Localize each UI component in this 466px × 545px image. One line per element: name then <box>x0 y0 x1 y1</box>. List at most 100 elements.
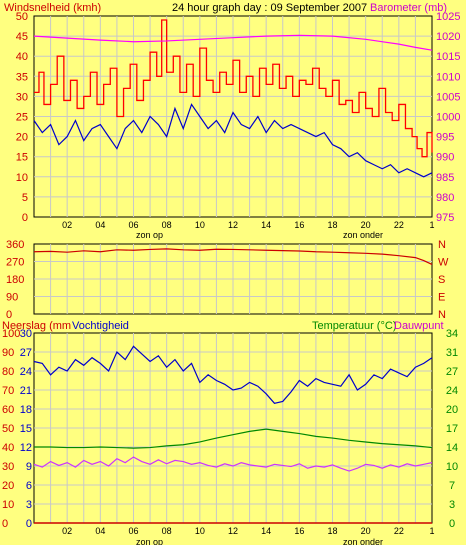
chart2-ytick-left: 0 <box>6 309 12 321</box>
chart3-ytick-humidity: 100 <box>2 328 20 340</box>
chart2-ytick-left: 180 <box>6 274 24 286</box>
chart2-ytick-left: 90 <box>6 292 18 304</box>
chart1-xtick: 22 <box>394 220 404 230</box>
chart3-ytick-humidity: 40 <box>2 442 14 454</box>
chart3-ytick-temp: 34 <box>446 328 458 340</box>
chart3-ytick-humidity: 70 <box>2 385 14 397</box>
chart1-ytick-left: 45 <box>16 31 28 43</box>
chart3-series-line <box>34 428 433 449</box>
chart1-xtick: 12 <box>228 220 238 230</box>
chart1-ytick-left: 25 <box>16 112 28 124</box>
chart1-ytick-right: 995 <box>436 132 454 144</box>
chart1-ytick-left: 20 <box>16 132 28 144</box>
chart3-xtick: 06 <box>128 526 138 536</box>
chart2-ytick-right: N <box>438 309 446 321</box>
chart1-annotation-zon-onder: zon onder <box>343 230 383 240</box>
chart2-ytick-left: 360 <box>6 239 24 251</box>
chart3-ytick-rain: 27 <box>20 347 32 359</box>
chart3-xtick: 08 <box>162 526 172 536</box>
chart3-ytick-humidity: 10 <box>2 499 14 511</box>
chart3-ytick-temp: 10 <box>446 461 458 473</box>
chart3-ytick-humidity: 90 <box>2 347 14 359</box>
chart3-ytick-humidity: 30 <box>2 461 14 473</box>
chart3-series-line <box>33 456 433 472</box>
chart1-series-line <box>33 34 433 51</box>
chart1-ytick-left: 5 <box>22 192 28 204</box>
chart3-series-line <box>33 345 433 404</box>
chart3-xtick: 20 <box>361 526 371 536</box>
chart3-ytick-rain: 9 <box>26 461 32 473</box>
chart1-title: 24 hour graph day : 09 September 2007 <box>172 2 367 14</box>
chart1-ytick-left: 35 <box>16 71 28 83</box>
chart3-ytick-temp: 17 <box>446 423 458 435</box>
chart3-ytick-humidity: 80 <box>2 366 14 378</box>
chart3-ytick-rain: 15 <box>20 423 32 435</box>
chart3-xtick: 04 <box>95 526 105 536</box>
chart3-xtick: 16 <box>294 526 304 536</box>
chart3-ytick-humidity: 20 <box>2 480 14 492</box>
chart1-ytick-right: 1020 <box>436 31 460 43</box>
chart1-ytick-left: 40 <box>16 51 28 63</box>
chart1-xtick: 06 <box>128 220 138 230</box>
chart1-xtick: 10 <box>195 220 205 230</box>
chart3-ylabel-dewpoint: Dauwpunt <box>394 320 444 332</box>
chart1-xtick: 18 <box>327 220 337 230</box>
chart3-annotation-zon-onder: zon onder <box>343 537 383 545</box>
chart3-ylabel-rain: Neerslag (mm <box>2 320 71 332</box>
chart1-ytick-left: 15 <box>16 152 28 164</box>
chart3-xtick: 18 <box>327 526 337 536</box>
chart3-ytick-temp: 7 <box>449 480 455 492</box>
chart1-ytick-left: 10 <box>16 172 28 184</box>
chart3-ytick-temp: 31 <box>446 347 458 359</box>
chart3-ylabel-humidity: Vochtigheid <box>72 320 129 332</box>
chart3-ytick-temp: 24 <box>446 385 458 397</box>
chart3-ytick-humidity: 60 <box>2 404 14 416</box>
chart1-ytick-right: 975 <box>436 212 454 224</box>
chart3-annotation-zon-op: zon op <box>136 537 163 545</box>
chart3-ytick-temp: 0 <box>449 518 455 530</box>
chart3-ytick-humidity: 50 <box>2 423 14 435</box>
chart2-ytick-right: N <box>438 239 446 251</box>
chart3-ytick-rain: 21 <box>20 385 32 397</box>
chart1-ytick-right: 1000 <box>436 112 460 124</box>
chart1-xtick: 16 <box>294 220 304 230</box>
chart2-ytick-right: S <box>438 274 445 286</box>
chart3-ytick-rain: 6 <box>26 480 32 492</box>
chart3-ytick-rain: 30 <box>20 328 32 340</box>
chart2-wind-direction-line <box>33 248 433 265</box>
chart1-xtick: 1 <box>429 220 434 230</box>
chart3-ytick-temp: 27 <box>446 366 458 378</box>
chart1-ytick-left: 0 <box>22 212 28 224</box>
chart3-ytick-temp: 3 <box>449 499 455 511</box>
chart1-ytick-left: 30 <box>16 91 28 103</box>
chart1-ytick-right: 985 <box>436 172 454 184</box>
chart3-xtick: 10 <box>195 526 205 536</box>
chart1-annotation-zon-op: zon op <box>136 230 163 240</box>
chart1-ytick-right: 1025 <box>436 11 460 23</box>
chart3-xtick: 14 <box>261 526 271 536</box>
chart3-ytick-rain: 24 <box>20 366 32 378</box>
chart1-xtick: 20 <box>361 220 371 230</box>
chart3-ytick-rain: 18 <box>20 404 32 416</box>
chart2-ytick-right: W <box>438 257 449 269</box>
chart3-ytick-temp: 20 <box>446 404 458 416</box>
chart1-ylabel-left: Windsnelheid (kmh) <box>4 2 101 14</box>
chart1-xtick: 04 <box>95 220 105 230</box>
chart1-xtick: 02 <box>62 220 72 230</box>
chart3-ytick-rain: 12 <box>20 442 32 454</box>
chart1-ytick-left: 50 <box>16 11 28 23</box>
chart1-ylabel-right: Barometer (mb) <box>370 2 447 14</box>
chart2-ytick-left: 270 <box>6 257 24 269</box>
chart3-ytick-humidity: 0 <box>2 518 8 530</box>
chart1-ytick-right: 1010 <box>436 71 460 83</box>
chart1-ytick-right: 1005 <box>436 91 460 103</box>
chart1-xtick: 08 <box>162 220 172 230</box>
chart1-ytick-right: 990 <box>436 152 454 164</box>
chart3-ylabel-temp: Temperatuur (°C) <box>312 320 396 332</box>
chart3-xtick: 22 <box>394 526 404 536</box>
chart1-series-line <box>33 103 433 178</box>
chart1-ytick-right: 980 <box>436 192 454 204</box>
chart1-series-line <box>34 19 433 158</box>
